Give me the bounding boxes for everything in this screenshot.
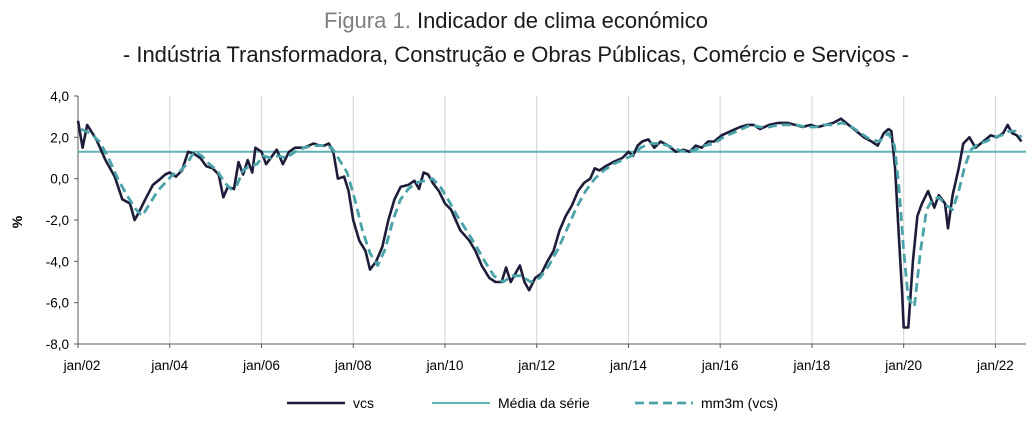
x-tick-label: jan/02 bbox=[63, 358, 101, 373]
x-tick-label: jan/22 bbox=[976, 358, 1014, 373]
y-tick-label: -8,0 bbox=[46, 337, 69, 352]
series-mm3m-line bbox=[80, 121, 1023, 309]
x-tick-label: jan/20 bbox=[884, 358, 922, 373]
x-tick-label: jan/08 bbox=[334, 358, 372, 373]
y-tick-label: 0,0 bbox=[50, 172, 69, 187]
x-tick-label: jan/14 bbox=[609, 358, 647, 373]
x-tick-label: jan/18 bbox=[793, 358, 831, 373]
chart-subtitle: - Indústria Transformadora, Construção e… bbox=[122, 42, 910, 67]
chart-title: Figura 1. Indicador de clima económico bbox=[0, 8, 1032, 34]
y-tick-label: 2,0 bbox=[50, 130, 69, 145]
legend-vcs: vcs bbox=[287, 395, 374, 411]
legend-media: Média da série bbox=[432, 395, 590, 411]
vertical-gridlines bbox=[169, 96, 997, 344]
figure-number: Figura 1. bbox=[324, 8, 411, 33]
legend-mm3m: mm3m (vcs) bbox=[635, 395, 778, 411]
x-tick-label: jan/12 bbox=[517, 358, 555, 373]
legend-vcs-label: vcs bbox=[353, 395, 374, 411]
x-tick-label: jan/04 bbox=[150, 358, 188, 373]
series-lines bbox=[76, 117, 1026, 329]
y-tick-label: -2,0 bbox=[46, 213, 69, 228]
legend-mm3m-label: mm3m (vcs) bbox=[701, 395, 778, 411]
y-tick-label: 4,0 bbox=[50, 89, 69, 104]
x-tick-label: jan/16 bbox=[701, 358, 739, 373]
series-vcs-line bbox=[76, 117, 1023, 329]
y-tick-label: -4,0 bbox=[46, 254, 69, 269]
legend: vcs Média da série mm3m (vcs) bbox=[287, 395, 778, 411]
x-tick-label: jan/10 bbox=[426, 358, 464, 373]
y-tick-label: -6,0 bbox=[46, 296, 69, 311]
y-axis-ticks: 4,0 2,0 0,0 -2,0 -4,0 -6,0 -8,0 bbox=[46, 89, 78, 352]
x-tick-label: jan/06 bbox=[242, 358, 280, 373]
y-axis-label: % bbox=[9, 215, 25, 228]
chart-title-main: Indicador de clima económico bbox=[416, 8, 708, 33]
legend-media-label: Média da série bbox=[498, 395, 590, 411]
x-axis-ticks: jan/02 jan/04 jan/06 jan/08 jan/10 jan/12 jan/… bbox=[63, 344, 1014, 373]
